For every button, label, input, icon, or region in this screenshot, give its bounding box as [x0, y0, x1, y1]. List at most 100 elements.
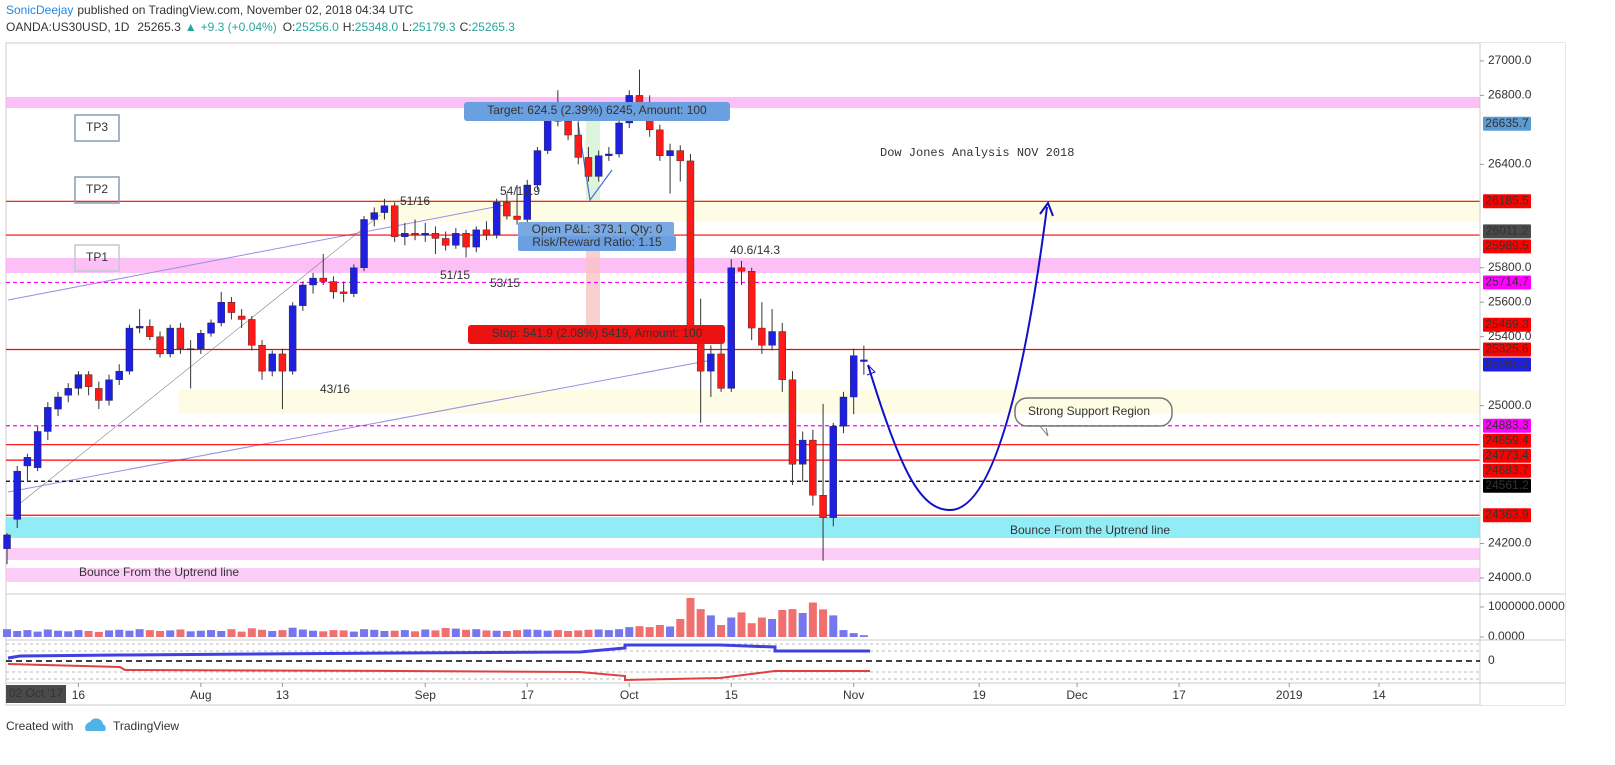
level-label: 26011.2 [1486, 224, 1529, 238]
candle-body [758, 327, 766, 346]
volume-bar [196, 630, 205, 637]
volume-bar [604, 630, 613, 637]
level-label: 24561.2 [1485, 478, 1529, 492]
level-label-bg [1483, 224, 1531, 239]
volume-bar [115, 629, 124, 637]
position-profit [586, 120, 600, 200]
candle-body [472, 229, 480, 248]
volume-bar [227, 629, 236, 637]
candle-body [258, 345, 266, 372]
volume-bar [727, 617, 736, 637]
candle-body [768, 331, 776, 346]
candle-body [115, 370, 123, 380]
volume-bar [74, 630, 83, 637]
volume-bar [247, 628, 256, 637]
brand-logo [85, 718, 106, 731]
author[interactable]: SonicDeejay [6, 3, 73, 17]
x-tick-label: 19 [972, 688, 986, 702]
y-tick-label: 25000.0 [1488, 398, 1532, 412]
candle-body [329, 281, 338, 293]
volume-bar [166, 630, 175, 637]
level-label-bg [1483, 342, 1531, 357]
candle-body [747, 270, 756, 329]
volume-bar [125, 630, 134, 637]
published: published on TradingView.com, November 0… [77, 3, 413, 17]
level-label: 25265.3 [1485, 357, 1529, 371]
volume-bar [502, 631, 511, 637]
volume-bar [94, 631, 103, 637]
level-label: 26185.5 [1485, 193, 1529, 207]
volume-bar [33, 631, 42, 637]
level-label: 24883.3 [1485, 418, 1529, 432]
candle-body [186, 348, 195, 350]
x-tick-label: Dec [1066, 688, 1087, 702]
candle-body [33, 431, 42, 468]
candle-body [829, 426, 837, 518]
volume-bar [594, 629, 603, 637]
volume-bar [278, 630, 287, 637]
candle-body [523, 184, 531, 220]
header-line-2: OANDA:US30USD, 1D 25265.3 ▲ +9.3 (+0.04%) O:… [6, 20, 515, 34]
zone [6, 516, 1480, 538]
volume-bar [574, 630, 583, 637]
annotation: Bounce From the Uptrend line [1010, 523, 1170, 537]
candle-body [431, 233, 440, 239]
volume-bar [686, 598, 695, 637]
candle-body [288, 305, 297, 372]
volume-bar [482, 630, 491, 637]
volume-bar [645, 627, 654, 637]
x-tick-label: Oct [620, 688, 639, 702]
annotation: Target: 624.5 (2.39%) 6245, Amount: 100 [487, 103, 707, 117]
candle-body [666, 150, 674, 156]
candle-body [594, 155, 603, 177]
y-tick-label: 26800.0 [1488, 88, 1532, 102]
volume-tick-label: 1000000.0000 [1488, 599, 1565, 613]
candle-body [309, 277, 317, 286]
trend-line [7, 204, 506, 301]
volume-bar [84, 631, 93, 637]
volume-bar [462, 629, 471, 637]
candle-body [105, 379, 113, 401]
volume-bar [635, 626, 644, 637]
ohlc-key: H: [343, 20, 355, 34]
candle-body [237, 315, 246, 320]
volume-bar [472, 629, 481, 637]
candle-body [125, 327, 134, 372]
volume-bar [156, 631, 165, 637]
ohlc-value: 25348.0 [355, 20, 399, 34]
candle-body [217, 302, 225, 324]
indicator-tick-label: 0 [1488, 653, 1495, 667]
volume-bar [54, 630, 63, 637]
volume-bar [268, 631, 277, 637]
volume-bar [523, 629, 532, 637]
level-label: 24683.7 [1485, 463, 1529, 477]
annotation-box [74, 114, 120, 142]
x-tick-label: 15 [725, 688, 739, 702]
x-tick-label: 14 [1372, 688, 1386, 702]
ohlc-key: C: [460, 20, 472, 34]
volume-bar [186, 631, 195, 637]
level-label-bg [1483, 508, 1531, 523]
volume-bar [584, 629, 593, 637]
candle-body [84, 374, 93, 387]
level-label-bg [1483, 418, 1531, 433]
candle-body [727, 267, 735, 389]
candle-body [360, 219, 368, 268]
volume-bar [655, 625, 664, 637]
y-tick-label: 25600.0 [1488, 294, 1532, 308]
zone [6, 257, 1480, 273]
candle-body [401, 233, 409, 237]
volume-bar [176, 629, 185, 637]
candle-body [656, 129, 664, 156]
annotation: 43/16 [320, 382, 350, 396]
annotation: Risk/Reward Ratio: 1.15 [532, 235, 662, 249]
candle-body [849, 355, 858, 398]
annotation-box [74, 176, 120, 204]
candle-body [533, 150, 542, 186]
level-label: 24363.9 [1485, 507, 1529, 521]
candle-body [23, 457, 32, 467]
candle-body [95, 388, 103, 401]
footer-brand[interactable]: TradingView [113, 719, 179, 733]
volume-bar [349, 631, 358, 637]
annotation-box [74, 244, 120, 272]
